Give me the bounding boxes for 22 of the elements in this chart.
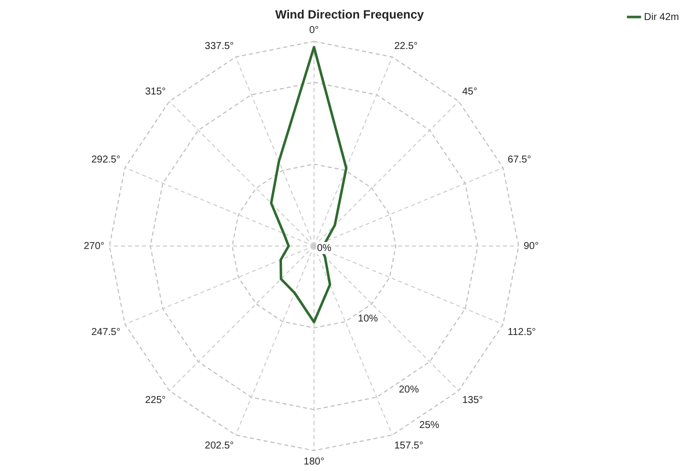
- spoke-label: 180°: [304, 456, 324, 468]
- spoke-label: 0°: [309, 25, 319, 36]
- y-tick-label: 0%: [317, 242, 332, 254]
- y-tick-label: 20%: [398, 384, 419, 396]
- spoke-label: 247.5°: [91, 326, 120, 338]
- y-tick-label: 10%: [358, 314, 378, 325]
- spoke-label: 157.5°: [394, 440, 424, 452]
- y-tick-label: 25%: [419, 420, 440, 431]
- spoke-label: 315°: [145, 86, 166, 98]
- spoke-label: 45°: [462, 86, 478, 98]
- legend-label: Dir 42m: [644, 12, 680, 23]
- spoke-label: 135°: [462, 394, 483, 406]
- spoke-label: 270°: [84, 240, 104, 252]
- spoke-label: 90°: [524, 240, 539, 252]
- spoke-label: 112.5°: [508, 326, 536, 338]
- spoke-label: 337.5°: [204, 41, 234, 52]
- spoke-label: 202.5°: [204, 440, 234, 452]
- spoke-label: 225°: [145, 394, 166, 406]
- chart-title: Wind Direction Frequency: [275, 8, 424, 22]
- spoke-label: 67.5°: [508, 154, 532, 166]
- spoke-label: 292.5°: [91, 154, 120, 166]
- spoke-label: 22.5°: [394, 41, 418, 52]
